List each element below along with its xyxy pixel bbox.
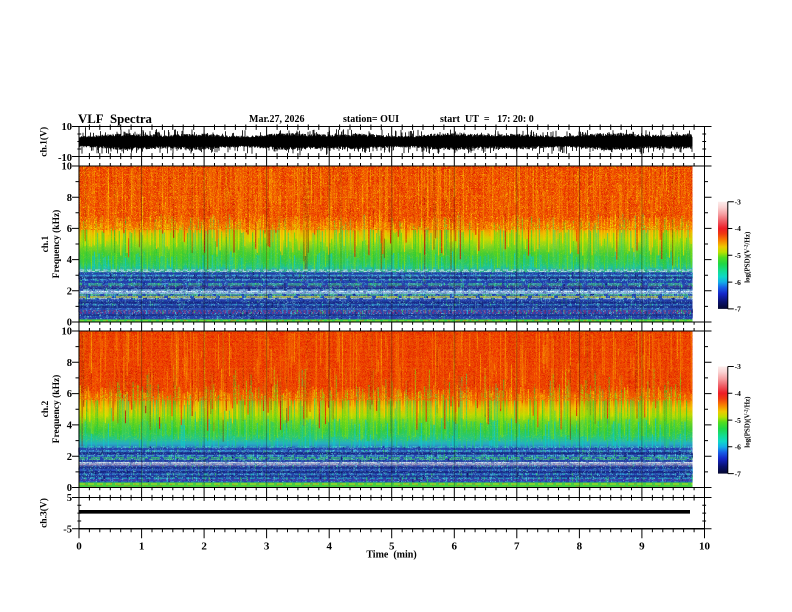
svg-text:6: 6 (67, 389, 72, 400)
svg-text:8: 8 (67, 193, 72, 204)
svg-text:-6: -6 (735, 443, 741, 452)
svg-text:-3: -3 (735, 362, 741, 371)
svg-text:ch.1(V): ch.1(V) (39, 127, 50, 157)
svg-text:start UT = 17: 20: 0: start UT = 17: 20: 0 (440, 114, 534, 125)
svg-text:-10: -10 (58, 153, 72, 164)
svg-text:3: 3 (264, 540, 270, 552)
svg-text:log(PSD)(V-2/Hz): log(PSD)(V-2/Hz) (744, 231, 752, 283)
svg-text:-5: -5 (735, 251, 741, 260)
svg-text:Frequency (kHz): Frequency (kHz) (51, 210, 62, 279)
svg-text:6: 6 (67, 224, 72, 235)
svg-text:Frequency (kHz): Frequency (kHz) (51, 375, 62, 444)
svg-text:Mar.27, 2026: Mar.27, 2026 (249, 114, 304, 125)
svg-text:8: 8 (577, 540, 583, 552)
svg-text:-4: -4 (735, 389, 741, 398)
svg-text:-6: -6 (735, 278, 741, 287)
svg-text:2: 2 (67, 452, 72, 463)
svg-text:10: 10 (62, 122, 73, 133)
svg-text:-7: -7 (735, 305, 741, 314)
svg-text:8: 8 (67, 358, 72, 369)
svg-text:VLF Spectra: VLF Spectra (78, 112, 153, 126)
svg-text:ch.1: ch.1 (41, 235, 51, 252)
svg-text:ch.3(V): ch.3(V) (39, 498, 50, 528)
svg-text:2: 2 (201, 540, 207, 552)
svg-text:-4: -4 (735, 224, 741, 233)
svg-text:-5: -5 (735, 416, 741, 425)
svg-text:-5: -5 (63, 525, 72, 536)
svg-text:9: 9 (639, 540, 645, 552)
svg-text:0: 0 (76, 540, 82, 552)
svg-text:6: 6 (452, 540, 458, 552)
svg-text:5: 5 (67, 493, 72, 504)
svg-text:ch.2: ch.2 (41, 400, 51, 417)
svg-text:2: 2 (67, 286, 72, 297)
svg-text:10: 10 (62, 162, 73, 173)
svg-text:-3: -3 (735, 197, 741, 206)
svg-text:1: 1 (139, 540, 145, 552)
svg-text:0: 0 (67, 483, 72, 494)
svg-text:4: 4 (326, 540, 332, 552)
svg-text:log(PSD)(V-2/Hz): log(PSD)(V-2/Hz) (744, 396, 752, 448)
svg-text:-7: -7 (735, 469, 741, 478)
svg-text:7: 7 (514, 540, 520, 552)
svg-text:station= OUI: station= OUI (343, 114, 399, 125)
svg-text:4: 4 (67, 255, 73, 266)
svg-text:4: 4 (67, 421, 73, 432)
svg-text:Time (min): Time (min) (366, 550, 416, 561)
svg-text:10: 10 (699, 540, 711, 552)
svg-text:10: 10 (62, 327, 73, 338)
svg-text:5: 5 (389, 540, 395, 552)
svg-text:0: 0 (67, 318, 72, 329)
